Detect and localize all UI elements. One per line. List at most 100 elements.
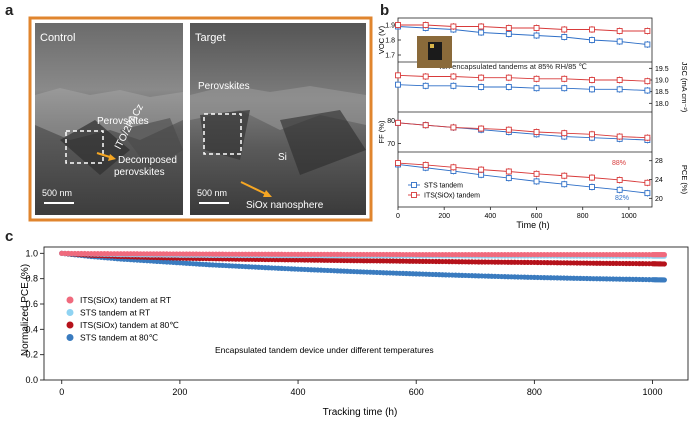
chart-c-legend-marker [66, 321, 74, 329]
chart-b-point [478, 23, 485, 30]
chart-b-legend-label: STS tandem [424, 183, 463, 190]
chart-b-point [505, 126, 512, 133]
chart-b-point [533, 170, 540, 177]
control-dashed-box [65, 130, 104, 164]
chart-b-point [395, 81, 401, 88]
chart-c-legend-label: ITS(SiOx) tandem at RT [80, 295, 171, 305]
inset-photo [417, 36, 452, 68]
chart-b-annotation-its: 88% [612, 160, 626, 167]
chart-b-point [589, 37, 595, 43]
chart-b-series-line [398, 24, 648, 32]
chart-b-point [533, 25, 540, 31]
chart-b-ytick-label: 1.9 [385, 23, 395, 30]
chart-b-ytick-label: 1.8 [385, 38, 395, 45]
chart-b-point [395, 119, 401, 126]
chart-c-xtick-label: 200 [172, 387, 187, 397]
label-decomposed-2: perovskites [114, 167, 165, 178]
chart-b-point [561, 172, 568, 179]
chart-b-point [589, 131, 595, 138]
chart-b-series-line [397, 122, 648, 139]
panel-a-frame [28, 16, 373, 222]
chart-c-ylabel: Normalized PCE (%) [20, 264, 31, 356]
chart-b-point [533, 85, 540, 92]
chart-c-legend-marker [66, 334, 74, 341]
chart-b-xtick-label: 400 [485, 213, 497, 220]
chart-b-series-line [397, 74, 648, 82]
chart-b-point [616, 86, 623, 93]
chart-b-point [450, 124, 457, 131]
chart-c-legend-label: STS tandem at RT [80, 308, 150, 318]
chart-b-point [616, 177, 623, 183]
chart-b-xtick-label: 800 [577, 213, 589, 220]
chart-b-legend-marker [411, 182, 417, 188]
chart-b-point [644, 87, 651, 94]
chart-b-point [450, 73, 457, 80]
chart-b-series-line [397, 26, 648, 45]
sem-target-title: Target [195, 32, 226, 44]
chart-b-point [644, 134, 651, 141]
chart-b-point [395, 22, 401, 28]
chart-b-point [422, 22, 429, 28]
chart-b-point [533, 129, 540, 135]
chart-b-series-line [397, 84, 648, 91]
chart-b-point [422, 73, 429, 80]
chart-b-ytick-label: 18.5 [655, 89, 669, 96]
chart-b-point [644, 28, 651, 34]
chart-b-point [589, 77, 595, 83]
chart-b-point [478, 84, 485, 90]
chart-c-ytick-label: 0.2 [25, 350, 38, 360]
label-decomposed-1: Decomposed [118, 155, 177, 166]
chart-b-point [450, 164, 457, 171]
chart-b-ytick-label: 80 [387, 118, 395, 125]
chart-b-point [561, 75, 568, 82]
target-dashed-box [203, 113, 242, 155]
label-perovskites-control: Perovskites [97, 116, 149, 127]
chart-b-ytick-label: 18.0 [655, 101, 669, 108]
chart-b-annotation-sts: 82% [615, 195, 629, 202]
chart-c-xtick-label: 0 [59, 387, 64, 397]
chart-c-xlabel: Tracking time (h) [323, 407, 398, 418]
chart-b-ytick-label: 19.0 [655, 78, 669, 85]
label-perovskites-target: Perovskites [198, 81, 250, 92]
chart-b-xtick-label: 0 [396, 213, 400, 220]
chart-b-ylabel: VOC (V) [377, 25, 386, 54]
chart-b-ytick-label: 28 [655, 158, 663, 165]
chart-c-legend-marker [66, 309, 74, 316]
chart-c-series [59, 250, 667, 258]
label-si: Si [278, 152, 287, 163]
chart-c-point [661, 261, 667, 267]
chart-b-point [589, 86, 595, 93]
chart-b-point [616, 28, 623, 34]
chart-b-point [450, 82, 457, 89]
chart-b-ytick-label: 19.5 [655, 66, 669, 73]
chart-b-legend-marker [411, 192, 417, 198]
chart-c-frame [43, 246, 689, 381]
chart-c-annotation: Encapsulated tandem device under differe… [215, 345, 434, 355]
chart-b-point [533, 178, 540, 185]
chart-b-point [422, 82, 429, 89]
chart-b-point [616, 133, 623, 140]
chart-b-point [505, 25, 512, 31]
chart-c-ytick-label: 0.8 [25, 274, 38, 284]
chart-b-point [589, 26, 595, 33]
chart-c-point [661, 277, 667, 283]
chart-b-point [561, 34, 568, 40]
chart-c-ytick-label: 0.6 [25, 299, 38, 309]
chart-b-point [505, 175, 512, 182]
chart-b-point [422, 161, 429, 168]
chart-b-point [533, 32, 540, 39]
chart-b-ylabel: PCE (%) [680, 165, 689, 195]
chart-b-point [616, 77, 623, 83]
chart-b-point [644, 41, 651, 48]
chart-b-point [561, 85, 568, 92]
panel-c-letter: c [5, 228, 14, 245]
chart-b-point [644, 190, 651, 197]
chart-b-ytick-label: 70 [387, 141, 395, 148]
chart-b-frame [397, 17, 653, 208]
chart-b-point [644, 78, 651, 85]
label-siox: SiOx nanosphere [246, 200, 324, 211]
chart-b-point [561, 181, 568, 188]
scale-label-control: 500 nm [42, 188, 72, 198]
chart-b-xlabel: Time (h) [516, 220, 549, 230]
